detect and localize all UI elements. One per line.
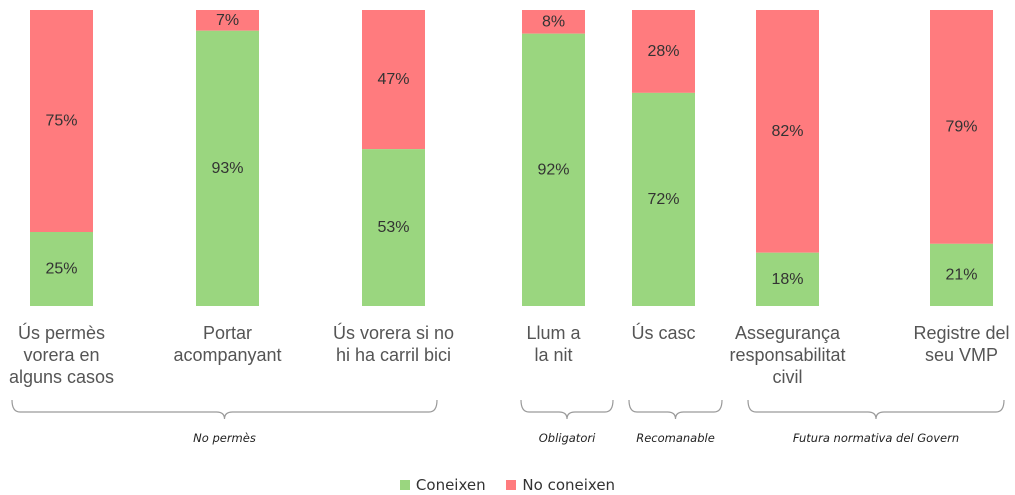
data-label-coneixen-3: 92% xyxy=(537,161,569,178)
category-label-line: Ús vorera si no xyxy=(332,323,455,343)
legend-swatch-coneixen xyxy=(399,480,410,490)
data-label-no-coneixen-6: 79% xyxy=(945,118,977,135)
legend: Coneixen No coneixen xyxy=(0,476,1015,494)
category-label-line: alguns casos xyxy=(8,367,115,387)
data-label-coneixen-4: 72% xyxy=(647,191,679,208)
category-label-line: Llum a xyxy=(526,323,581,343)
bar-no-coneixen-1 xyxy=(196,10,259,31)
group-bracket-2 xyxy=(628,399,723,420)
data-label-no-coneixen-1: 7% xyxy=(216,12,239,29)
category-label-4: Ús casc xyxy=(619,322,709,344)
group-label-0: No permès xyxy=(193,431,256,445)
data-label-no-coneixen-2: 47% xyxy=(377,71,409,88)
bar-no-coneixen-0 xyxy=(30,10,93,232)
bar-coneixen-4 xyxy=(632,92,695,306)
category-label-line: Portar xyxy=(202,323,253,343)
category-label-line: la nit xyxy=(534,345,573,365)
bar-no-coneixen-4 xyxy=(632,10,695,93)
category-label-1: Portar acompanyant xyxy=(153,322,303,366)
category-label-line: Ús permès xyxy=(17,323,106,343)
bar-coneixen-5 xyxy=(756,252,819,306)
data-label-no-coneixen-4: 28% xyxy=(647,43,679,60)
bars-layer: 75% 25% 7% 93% 47% 53% 8% 92% 28% 72% 82% 18% 79% 21% xyxy=(30,10,993,307)
category-label-line: responsabilitat xyxy=(729,345,846,365)
category-label-line: civil xyxy=(772,367,803,387)
bar-coneixen-2 xyxy=(362,149,425,306)
group-brackets xyxy=(11,399,1005,420)
category-label-line: seu VMP xyxy=(924,345,999,365)
data-label-coneixen-6: 21% xyxy=(945,266,977,283)
data-label-coneixen-1: 93% xyxy=(211,160,243,177)
data-label-no-coneixen-5: 82% xyxy=(771,123,803,140)
group-label-3: Futura normativa del Govern xyxy=(792,431,960,445)
data-label-coneixen-5: 18% xyxy=(771,271,803,288)
bar-coneixen-3 xyxy=(522,33,585,307)
data-label-no-coneixen-3: 8% xyxy=(542,13,565,30)
bar-no-coneixen-2 xyxy=(362,10,425,150)
data-label-coneixen-2: 53% xyxy=(377,219,409,236)
group-bracket-1 xyxy=(520,399,614,420)
legend-swatch-no-coneixen xyxy=(506,480,517,490)
bar-no-coneixen-6 xyxy=(930,10,993,244)
category-label-line: Assegurança xyxy=(734,323,841,343)
bar-no-coneixen-5 xyxy=(756,10,819,253)
legend-item-coneixen: Coneixen xyxy=(399,476,486,494)
group-label-2: Recomanable xyxy=(636,431,715,445)
category-label-2: Ús vorera si no hi ha carril bici xyxy=(309,322,479,366)
bar-no-coneixen-3 xyxy=(522,10,585,34)
category-label-0: Ús permès vorera en alguns casos xyxy=(0,322,132,388)
category-label-6: Registre del seu VMP xyxy=(887,322,1015,366)
legend-label-no-coneixen: No coneixen xyxy=(522,476,616,494)
category-label-line: Registre del xyxy=(913,323,1010,343)
data-label-coneixen-0: 25% xyxy=(45,261,77,278)
category-label-line: acompanyant xyxy=(173,345,282,365)
bar-coneixen-6 xyxy=(930,243,993,306)
legend-item-no-coneixen: No coneixen xyxy=(506,476,615,494)
category-label-line: hi ha carril bici xyxy=(335,345,452,365)
legend-label-coneixen: Coneixen xyxy=(415,476,486,494)
group-bracket-0 xyxy=(11,399,438,420)
category-label-line: vorera en xyxy=(23,345,100,365)
group-label-1: Obligatori xyxy=(538,431,596,445)
bar-coneixen-0 xyxy=(30,232,93,306)
group-bracket-3 xyxy=(747,399,1005,420)
data-label-no-coneixen-0: 75% xyxy=(45,113,77,130)
category-label-line: Ús casc xyxy=(631,323,696,343)
category-label-5: Assegurança responsabilitat civil xyxy=(713,322,863,388)
bar-coneixen-1 xyxy=(196,30,259,306)
category-label-3: Llum a la nit xyxy=(509,322,599,366)
